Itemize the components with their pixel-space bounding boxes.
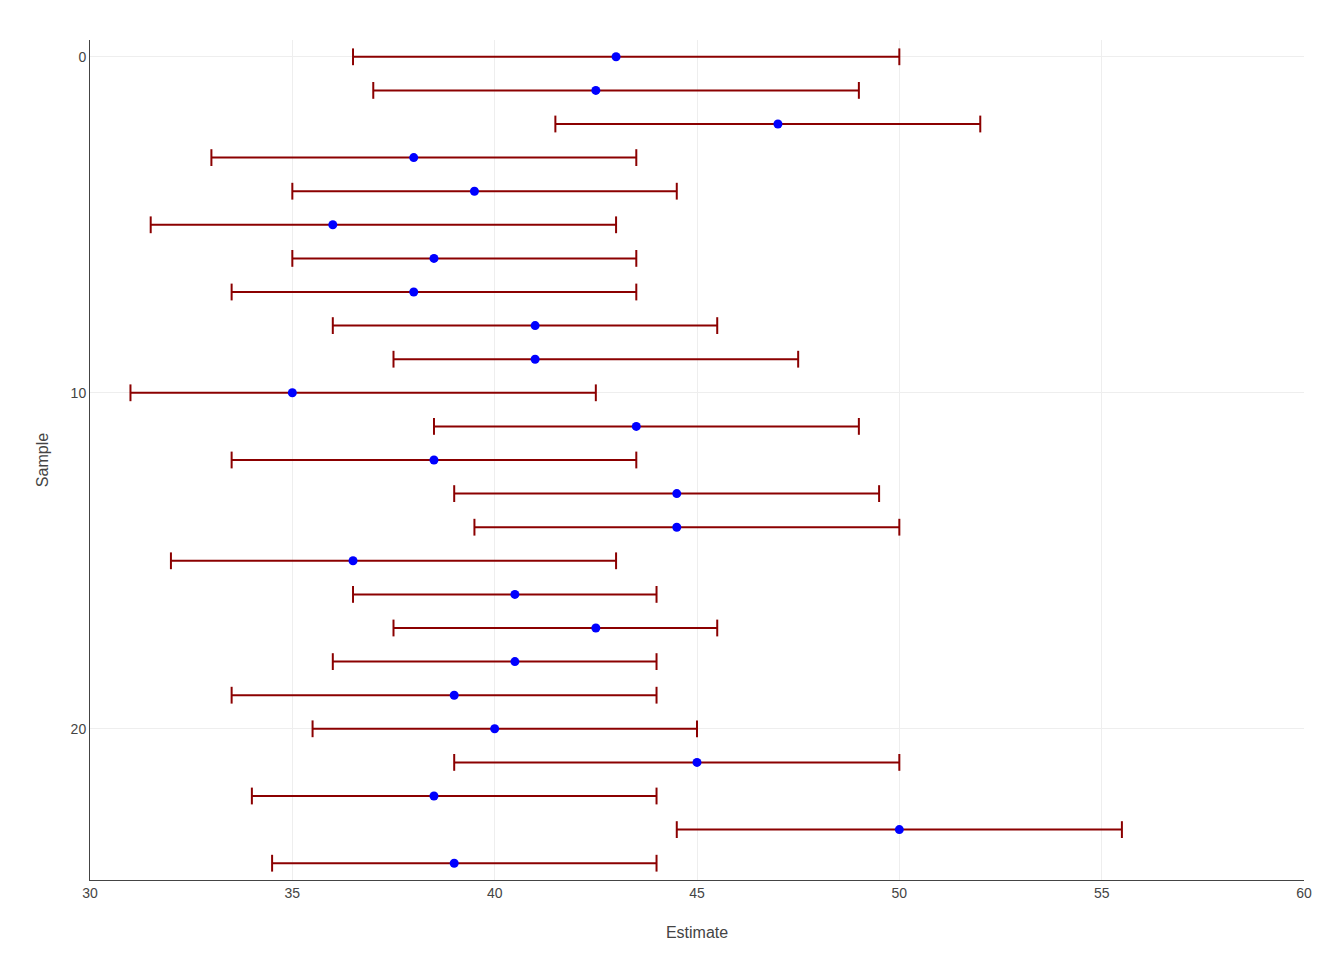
svg-text:45: 45	[689, 885, 705, 901]
svg-text:40: 40	[487, 885, 503, 901]
svg-text:30: 30	[82, 885, 98, 901]
svg-text:60: 60	[1296, 885, 1312, 901]
svg-text:Sample: Sample	[34, 433, 51, 487]
svg-text:50: 50	[892, 885, 908, 901]
svg-text:10: 10	[71, 385, 87, 401]
svg-text:35: 35	[285, 885, 301, 901]
svg-text:Estimate: Estimate	[666, 924, 728, 941]
svg-text:20: 20	[71, 721, 87, 737]
svg-text:0: 0	[78, 49, 86, 65]
svg-text:55: 55	[1094, 885, 1110, 901]
